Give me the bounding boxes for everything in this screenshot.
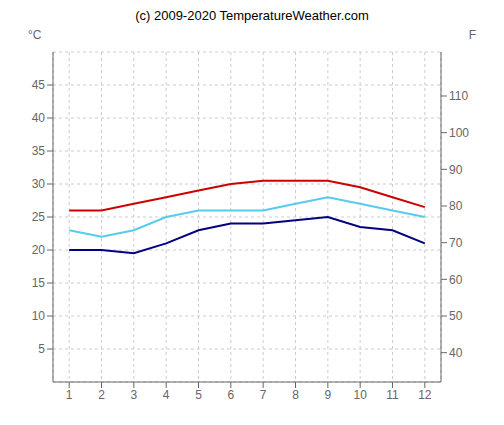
svg-text:45: 45 <box>32 78 46 92</box>
svg-text:8: 8 <box>292 388 299 402</box>
svg-text:20: 20 <box>32 243 46 257</box>
svg-text:7: 7 <box>260 388 267 402</box>
svg-text:90: 90 <box>449 163 463 177</box>
svg-text:35: 35 <box>32 144 46 158</box>
svg-text:70: 70 <box>449 236 463 250</box>
svg-text:4: 4 <box>163 388 170 402</box>
svg-text:60: 60 <box>449 273 463 287</box>
html-text:F: F <box>468 28 476 42</box>
svg-text:100: 100 <box>449 126 469 140</box>
svg-text:30: 30 <box>32 177 46 191</box>
svg-text:11: 11 <box>386 388 399 402</box>
svg-text:3: 3 <box>130 388 137 402</box>
svg-text:40: 40 <box>32 111 46 125</box>
svg-text:9: 9 <box>324 388 331 402</box>
svg-text:12: 12 <box>418 388 432 402</box>
svg-text:25: 25 <box>32 210 46 224</box>
svg-text:1: 1 <box>66 388 73 402</box>
svg-text:2: 2 <box>98 388 105 402</box>
html-text:°C: °C <box>28 28 42 42</box>
svg-text:5: 5 <box>38 342 45 356</box>
svg-text:15: 15 <box>32 276 46 290</box>
svg-text:10: 10 <box>353 388 367 402</box>
svg-text:50: 50 <box>449 309 463 323</box>
svg-text:10: 10 <box>32 309 46 323</box>
svg-text:6: 6 <box>227 388 234 402</box>
svg-text:5: 5 <box>195 388 202 402</box>
svg-text:110: 110 <box>449 89 468 103</box>
svg-text:80: 80 <box>449 199 463 213</box>
svg-text:40: 40 <box>449 346 463 360</box>
html-text:(c) 2009-2020 TemperatureWeath: (c) 2009-2020 TemperatureWeather.com <box>135 8 369 23</box>
